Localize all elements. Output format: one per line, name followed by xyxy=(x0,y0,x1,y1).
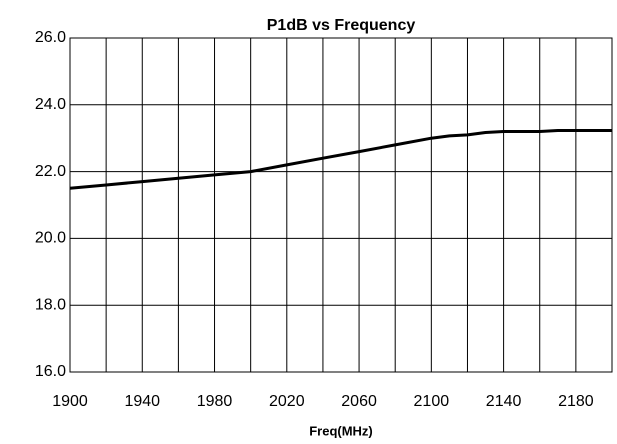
y-tick-label: 22.0 xyxy=(35,163,66,180)
x-tick-label: 2100 xyxy=(414,393,450,410)
x-axis-label: Freq(MHz) xyxy=(309,423,373,438)
x-tick-label: 2060 xyxy=(341,393,377,410)
x-tick-label: 1940 xyxy=(124,393,160,410)
x-tick-label: 2020 xyxy=(269,393,305,410)
y-tick-label: 18.0 xyxy=(35,296,66,313)
x-tick-label: 1980 xyxy=(197,393,233,410)
y-tick-label: 16.0 xyxy=(35,363,66,380)
y-tick-label: 26.0 xyxy=(35,29,66,46)
line-series xyxy=(69,129,612,190)
chart-title: P1dB vs Frequency xyxy=(267,17,416,34)
y-tick-label: 24.0 xyxy=(35,96,66,113)
x-tick-label: 2180 xyxy=(558,393,594,410)
y-tick-label: 20.0 xyxy=(35,230,66,247)
x-tick-label: 2140 xyxy=(486,393,522,410)
x-tick-label: 1900 xyxy=(52,393,88,410)
plot-frame xyxy=(69,37,613,373)
